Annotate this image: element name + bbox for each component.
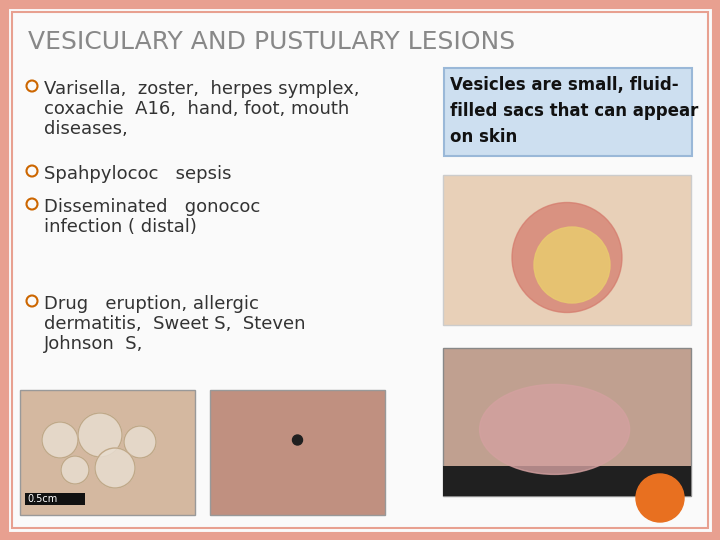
Circle shape — [78, 413, 122, 457]
Text: Vesicles are small, fluid-: Vesicles are small, fluid- — [450, 76, 679, 94]
Circle shape — [124, 426, 156, 458]
Text: Johnson  S,: Johnson S, — [44, 335, 143, 353]
Text: on skin: on skin — [450, 128, 517, 146]
Text: filled sacs that can appear: filled sacs that can appear — [450, 102, 698, 120]
Text: 0.5cm: 0.5cm — [27, 494, 58, 504]
Text: Drug   eruption, allergic: Drug eruption, allergic — [44, 295, 259, 313]
Ellipse shape — [480, 384, 629, 475]
Text: Spahpylococ   sepsis: Spahpylococ sepsis — [44, 165, 232, 183]
Circle shape — [95, 448, 135, 488]
Text: Varisella,  zoster,  herpes symplex,: Varisella, zoster, herpes symplex, — [44, 80, 359, 98]
Text: VESICULARY AND PUSTULARY LESIONS: VESICULARY AND PUSTULARY LESIONS — [28, 30, 515, 54]
Circle shape — [636, 474, 684, 522]
Circle shape — [292, 435, 302, 445]
Bar — [443, 466, 691, 496]
Text: dermatitis,  Sweet S,  Steven: dermatitis, Sweet S, Steven — [44, 315, 305, 333]
Text: coxachie  A16,  hand, foot, mouth: coxachie A16, hand, foot, mouth — [44, 100, 349, 118]
Bar — [210, 390, 385, 515]
Bar — [444, 68, 692, 156]
Circle shape — [512, 202, 622, 313]
Bar — [25, 493, 85, 505]
Bar — [443, 175, 691, 325]
Text: diseases,: diseases, — [44, 120, 127, 138]
Circle shape — [42, 422, 78, 458]
Bar — [443, 348, 691, 496]
Text: Disseminated   gonococ: Disseminated gonococ — [44, 198, 260, 216]
Bar — [20, 390, 195, 515]
Circle shape — [534, 227, 610, 303]
Circle shape — [61, 456, 89, 484]
Text: infection ( distal): infection ( distal) — [44, 218, 197, 236]
